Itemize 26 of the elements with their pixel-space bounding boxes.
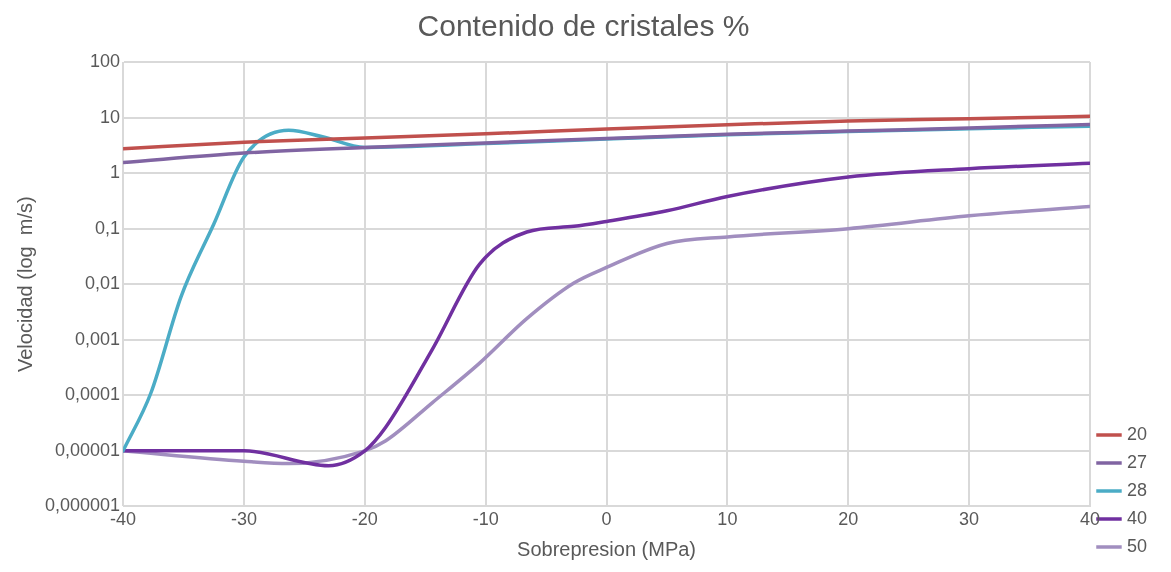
x-tick-label: 0	[601, 509, 612, 530]
chart-title: Contenido de cristales %	[417, 9, 750, 43]
y-tick-label: 1	[110, 162, 121, 183]
y-tick-label: 0,001	[75, 328, 121, 349]
legend-label: 28	[1126, 479, 1148, 500]
y-tick-label: 0,1	[95, 217, 121, 238]
x-tick-label: -30	[230, 509, 257, 530]
line-series	[123, 122, 1090, 165]
y-tick-label: 0,00001	[55, 439, 121, 460]
x-tick-label: -10	[472, 509, 499, 530]
legend-label: 27	[1126, 451, 1148, 472]
line-series	[123, 114, 1090, 151]
x-tick-label: 30	[959, 509, 980, 530]
legend-label: 20	[1126, 423, 1148, 444]
x-tick-label: 40	[1079, 509, 1100, 530]
x-tick-label: 20	[838, 509, 859, 530]
legend-label: 50	[1126, 535, 1148, 556]
y-tick-label: 0,01	[85, 273, 121, 294]
x-axis-title: Sobrepresion (MPa)	[517, 537, 697, 560]
x-tick-label: -20	[351, 509, 378, 530]
y-axis-title: Velocidad (log m/s)	[13, 196, 36, 373]
x-tick-label: 10	[717, 509, 738, 530]
y-tick-label: 100	[90, 50, 121, 71]
y-tick-label: 10	[100, 106, 121, 127]
y-tick-label: 0,0001	[65, 384, 121, 405]
y-tick-label: 0,000001	[45, 495, 121, 516]
